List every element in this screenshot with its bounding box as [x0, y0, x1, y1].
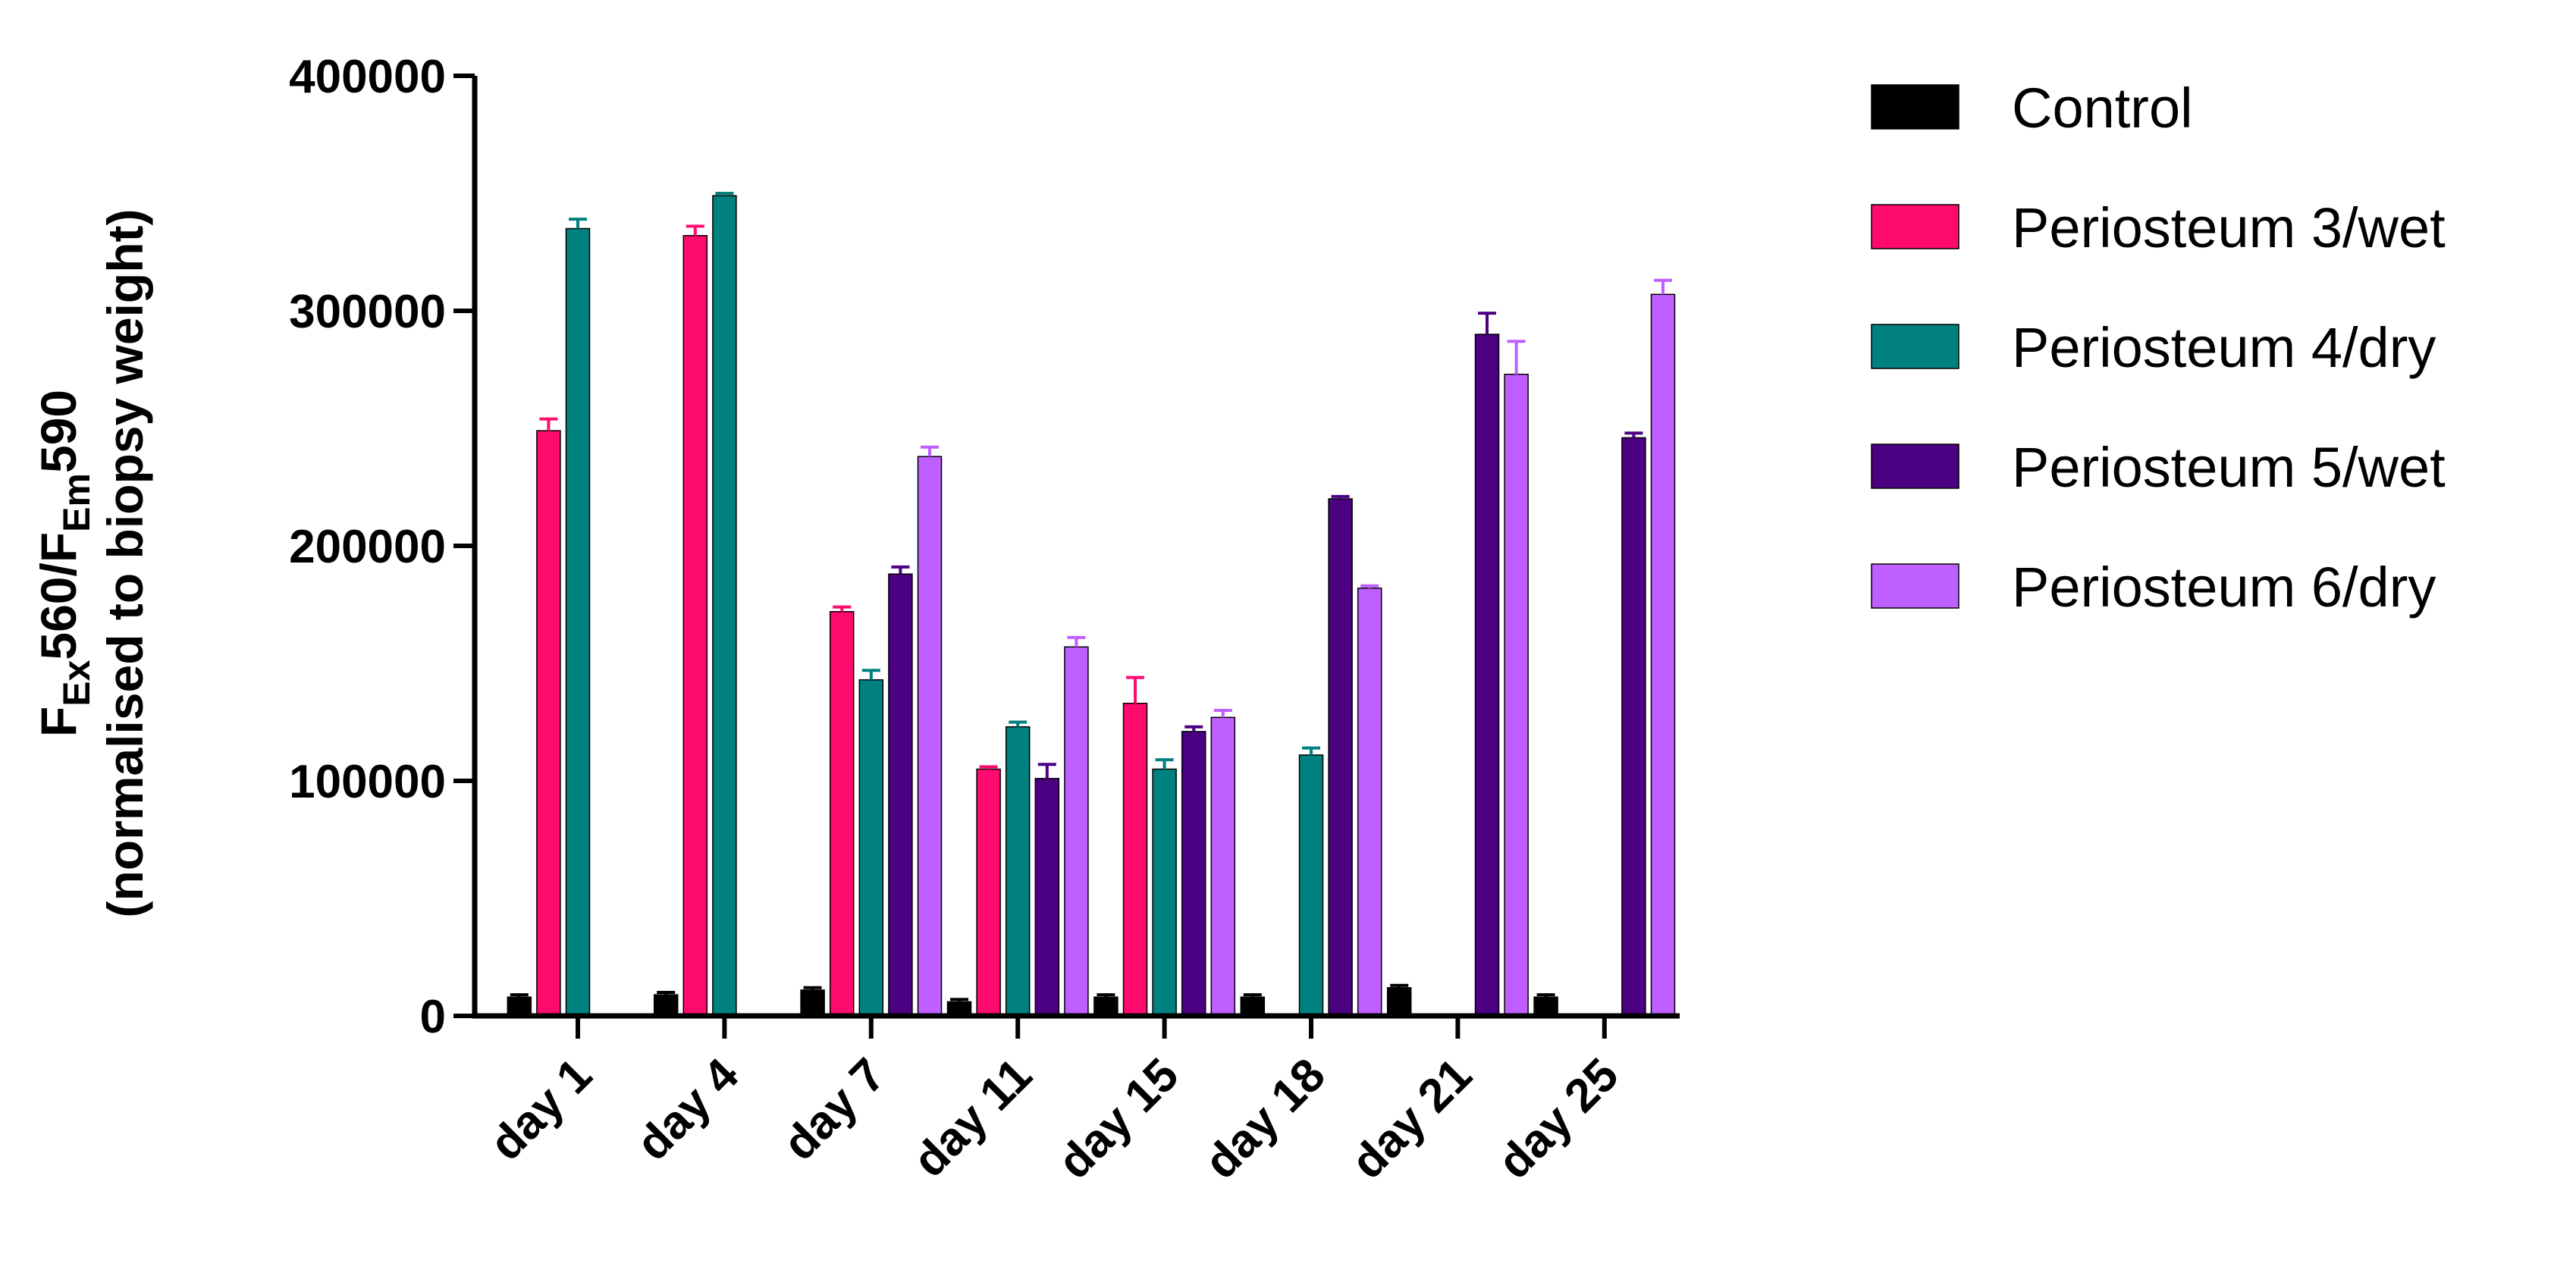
x-tick-label: day 15 [1048, 1048, 1188, 1189]
legend-swatch [1871, 324, 1959, 369]
y-tick-label: 200000 [289, 521, 446, 573]
bar-periosteum-3-wet-day-7 [829, 611, 855, 1017]
y-axis-label-line1: FEx560/FEm590 [30, 390, 98, 737]
x-tick-label: day 18 [1195, 1048, 1335, 1189]
bar-periosteum-5-wet-day-11 [1034, 778, 1060, 1017]
bar-periosteum-6-dry-day-11 [1064, 646, 1089, 1017]
bar-periosteum-6-dry-day-25 [1650, 293, 1676, 1017]
bar-periosteum-4-dry-day-11 [1005, 726, 1031, 1017]
bar-periosteum-4-dry-day-7 [858, 679, 884, 1017]
bar-control-day-4 [653, 994, 679, 1017]
bar-periosteum-3-wet-day-11 [976, 768, 1001, 1017]
y-tick-label: 100000 [289, 756, 446, 808]
legend-label: Control [2012, 77, 2193, 139]
x-tick-label: day 11 [903, 1048, 1042, 1187]
bar-control-day-7 [800, 989, 825, 1017]
bar-control-day-1 [507, 996, 532, 1017]
x-tick-label: day 7 [773, 1048, 896, 1171]
bar-periosteum-6-dry-day-18 [1357, 588, 1382, 1017]
bar-periosteum-3-wet-day-15 [1122, 702, 1148, 1017]
bar-periosteum-5-wet-day-21 [1474, 334, 1500, 1017]
x-tick-label: day 4 [626, 1048, 748, 1171]
bar-periosteum-4-dry-day-15 [1152, 768, 1177, 1017]
y-tick-label: 400000 [289, 51, 446, 103]
bar-periosteum-5-wet-day-18 [1328, 498, 1353, 1017]
bar-periosteum-6-dry-day-7 [917, 456, 943, 1017]
legend-swatch [1871, 204, 1959, 249]
bars-layer [507, 192, 1676, 1017]
x-tick-label: day 21 [1341, 1048, 1482, 1189]
legend-swatch [1871, 84, 1959, 130]
y-tick-label: 300000 [289, 286, 446, 338]
bar-periosteum-6-dry-day-21 [1504, 373, 1529, 1017]
bar-control-day-18 [1240, 996, 1266, 1017]
legend: Control Periosteum 3/wet Periosteum 4/dry P… [1871, 77, 2446, 619]
bar-control-day-15 [1093, 996, 1119, 1017]
legend-label: Periosteum 3/wet [2012, 196, 2446, 259]
bar-periosteum-3-wet-day-1 [536, 430, 561, 1017]
x-tick-label: day 25 [1488, 1048, 1628, 1189]
y-axis-label: FEx560/FEm590 (normalised to biopsy weig… [30, 208, 153, 917]
bar-periosteum-4-dry-day-4 [712, 195, 737, 1017]
legend-label: Periosteum 6/dry [2012, 556, 2436, 619]
bar-periosteum-4-dry-day-1 [565, 227, 591, 1017]
y-tick-label: 0 [420, 991, 446, 1043]
legend-label: Periosteum 4/dry [2012, 316, 2436, 379]
bar-periosteum-5-wet-day-15 [1181, 731, 1206, 1017]
bar-periosteum-5-wet-day-25 [1621, 437, 1646, 1017]
bar-periosteum-4-dry-day-18 [1298, 754, 1324, 1017]
bar-periosteum-6-dry-day-15 [1210, 716, 1236, 1017]
bar-control-day-25 [1533, 996, 1558, 1017]
bar-periosteum-3-wet-day-4 [682, 235, 708, 1017]
x-tick-label: day 1 [480, 1048, 602, 1171]
bar-periosteum-5-wet-day-7 [888, 573, 913, 1017]
legend-swatch [1871, 444, 1959, 489]
legend-swatch [1871, 563, 1959, 609]
bar-control-day-21 [1386, 987, 1412, 1017]
y-axis-label-line2: (normalised to biopsy weight) [97, 208, 153, 917]
x-ticks-layer: day 1 day 4 day 7 day 11 day 15 day 18 day 21 d… [480, 1016, 1629, 1189]
y-ticks-layer: 0 100000 200000 300000 400000 [289, 51, 475, 1043]
legend-label: Periosteum 5/wet [2012, 436, 2446, 499]
